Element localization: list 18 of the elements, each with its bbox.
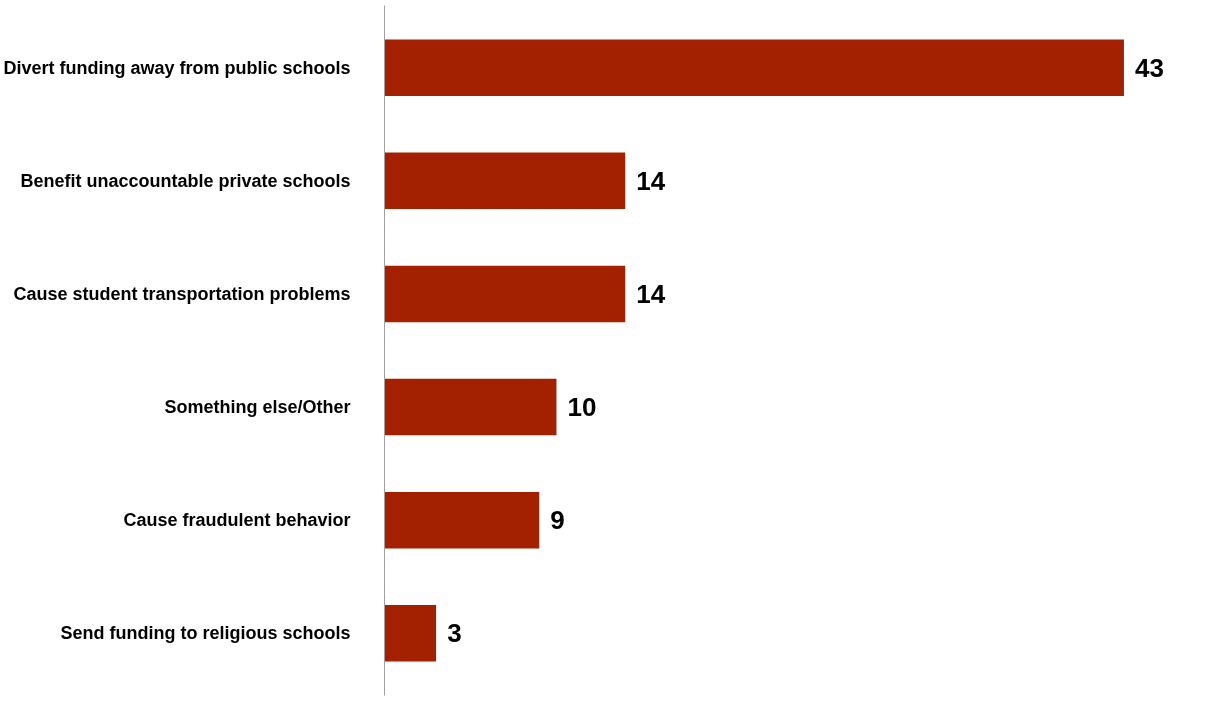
y-tick-label: Something else/Other	[164, 397, 351, 418]
y-tick-label: Cause fraudulent behavior	[123, 510, 351, 531]
data-label: 14	[636, 165, 666, 196]
data-label: 43	[1135, 52, 1164, 83]
bar	[384, 265, 626, 323]
data-label: 10	[567, 392, 597, 423]
bar	[384, 491, 540, 549]
data-label: 14	[636, 278, 666, 309]
y-tick-label: Cause student transportation problems	[13, 283, 351, 304]
y-tick-label: Benefit unaccountable private schools	[20, 170, 351, 191]
y-tick-label: Send funding to religious schools	[60, 623, 351, 644]
data-label: 3	[447, 618, 462, 649]
bar	[384, 152, 626, 210]
bar	[384, 378, 557, 436]
bar	[384, 39, 1124, 96]
y-tick-label: Divert funding away from public schools	[3, 57, 351, 78]
data-label: 9	[550, 505, 565, 536]
bar	[384, 605, 437, 662]
